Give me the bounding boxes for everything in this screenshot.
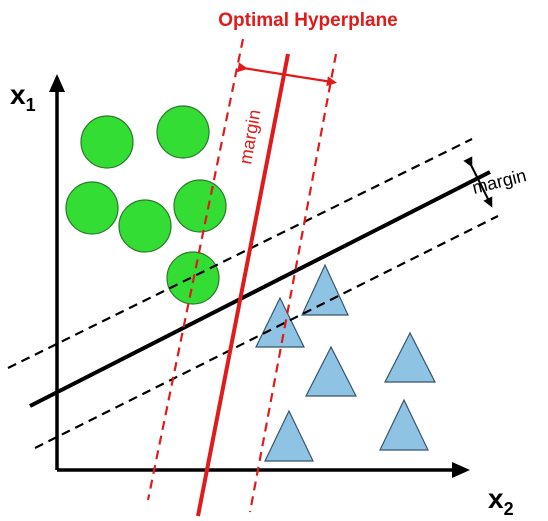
red-margin-arrow — [237, 62, 337, 87]
x-axis-arrowhead — [452, 462, 470, 478]
y-axis-label: x1 — [10, 79, 36, 115]
black-margin-arrow — [463, 156, 493, 208]
circle-point — [156, 105, 210, 159]
x-axis-label-subscript: 2 — [504, 499, 514, 519]
circle-point — [118, 199, 172, 253]
triangle-point — [305, 345, 357, 397]
optimal-margin-right — [248, 53, 338, 513]
optimal-hyperplane — [196, 53, 290, 517]
triangle-point — [301, 263, 349, 316]
y-axis-label-main: x — [10, 79, 26, 110]
optimal-hyperplane-group — [146, 38, 338, 517]
black-margin-label: margin — [470, 165, 528, 198]
axes — [49, 74, 470, 478]
optimal-margin-left — [146, 38, 245, 501]
diagram-title: Optimal Hyperplane — [218, 10, 398, 31]
red-margin-label: margin — [235, 108, 264, 166]
class-a-circles — [65, 105, 227, 305]
circle-point — [65, 181, 119, 235]
x-axis-label-main: x — [488, 483, 504, 514]
y-axis-label-subscript: 1 — [26, 95, 36, 115]
circle-point — [173, 179, 227, 233]
class-b-triangles — [255, 263, 436, 462]
triangle-point — [379, 398, 429, 451]
triangle-point — [255, 296, 305, 348]
triangle-point — [264, 409, 314, 462]
y-axis-arrowhead — [49, 74, 65, 92]
suboptimal-margin-upper — [7, 138, 473, 369]
suboptimal-margin-lower — [34, 215, 499, 449]
circle-point — [80, 115, 134, 169]
suboptimal-hyperplane-group — [7, 138, 499, 449]
x-axis-label: x2 — [488, 483, 514, 519]
suboptimal-hyperplane — [29, 170, 491, 408]
triangle-point — [384, 331, 436, 383]
